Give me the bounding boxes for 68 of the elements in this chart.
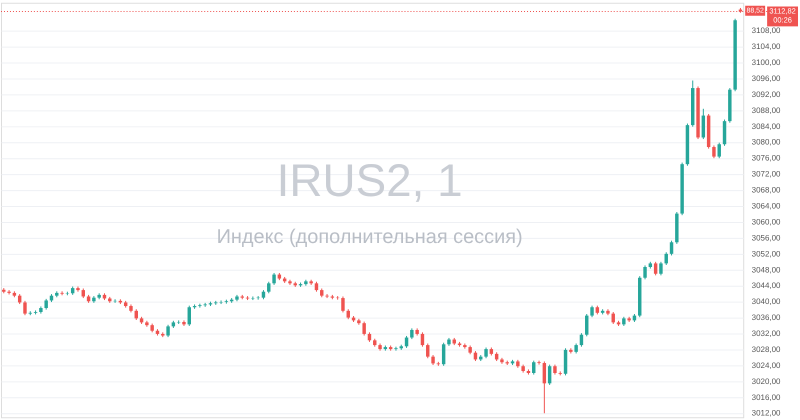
candlestick xyxy=(590,305,594,318)
y-tick-label: 3076,00 xyxy=(752,154,782,163)
candlestick xyxy=(134,308,138,320)
y-tick-label: 3020,00 xyxy=(752,376,782,386)
y-tick-label: 3068,00 xyxy=(752,186,782,195)
y-tick-label: 3024,00 xyxy=(752,360,782,370)
candlestick xyxy=(484,346,488,359)
candlestick xyxy=(267,281,270,294)
candlestick xyxy=(474,350,478,362)
y-tick-label: 3016,00 xyxy=(752,392,782,402)
y-tick-label: 3060,00 xyxy=(752,217,782,226)
y-tick-label: 3072,00 xyxy=(752,170,782,179)
y-tick-label: 3092,00 xyxy=(752,90,782,99)
candlestick xyxy=(664,252,668,266)
y-tick-label: 3084,00 xyxy=(752,122,782,131)
text: Индекс (дополнительная сессия) xyxy=(216,226,523,248)
candlestick xyxy=(659,261,663,276)
candlestick xyxy=(643,264,647,280)
candlestick xyxy=(548,364,552,386)
y-tick-label: 3056,00 xyxy=(752,233,782,242)
candlestick xyxy=(404,335,408,348)
candlestick xyxy=(410,328,414,340)
candlestick xyxy=(442,342,446,366)
candlestick xyxy=(702,108,706,140)
candlestick xyxy=(542,360,546,414)
y-tick-label: 3028,00 xyxy=(752,344,782,354)
candlestick xyxy=(420,332,424,348)
y-tick-label: 3108,00 xyxy=(752,26,782,36)
candlestick xyxy=(44,298,48,310)
candlestick xyxy=(718,142,721,159)
y-tick-label: 3052,00 xyxy=(752,249,782,258)
candlestick xyxy=(188,305,191,326)
y-tick-label: 3040,00 xyxy=(752,297,782,306)
y-tick-label: 3088,00 xyxy=(752,106,782,115)
candlestick xyxy=(362,321,366,336)
candlestick xyxy=(670,240,674,256)
candlestick xyxy=(722,119,726,146)
candlestick xyxy=(431,354,435,366)
candlestick xyxy=(166,324,170,338)
candlestick xyxy=(622,316,626,326)
candlestick xyxy=(341,296,345,313)
candlestick xyxy=(585,314,588,337)
y-tick-label: 3012,00 xyxy=(752,408,782,418)
candlestick xyxy=(346,308,350,320)
candlestick xyxy=(314,281,318,292)
y-tick-label: 3100,00 xyxy=(752,58,782,68)
candlestick xyxy=(426,343,430,359)
y-tick-label: 3064,00 xyxy=(752,202,782,211)
candlestick xyxy=(553,364,557,376)
candlestick xyxy=(82,288,85,299)
candlestick xyxy=(564,348,568,376)
y-tick-label: 3036,00 xyxy=(752,313,782,322)
candlestick xyxy=(712,144,716,159)
candlestick xyxy=(532,360,536,376)
candlestick xyxy=(574,343,578,354)
candlestick xyxy=(262,290,266,300)
candlestick xyxy=(654,261,658,276)
candlestick xyxy=(368,332,372,342)
y-tick-label: 3048,00 xyxy=(752,265,782,274)
y-tick-label: 3104,00 xyxy=(752,42,782,52)
candlestick xyxy=(612,312,615,324)
y-tick-label: 3032,00 xyxy=(752,329,782,338)
y-tick-label: 3096,00 xyxy=(752,74,782,83)
y-tick-label: 3080,00 xyxy=(752,138,782,147)
candlestick xyxy=(18,294,22,305)
candlestick xyxy=(272,272,276,286)
y-tick-label: 3044,00 xyxy=(752,281,782,290)
candlestick xyxy=(580,332,584,348)
